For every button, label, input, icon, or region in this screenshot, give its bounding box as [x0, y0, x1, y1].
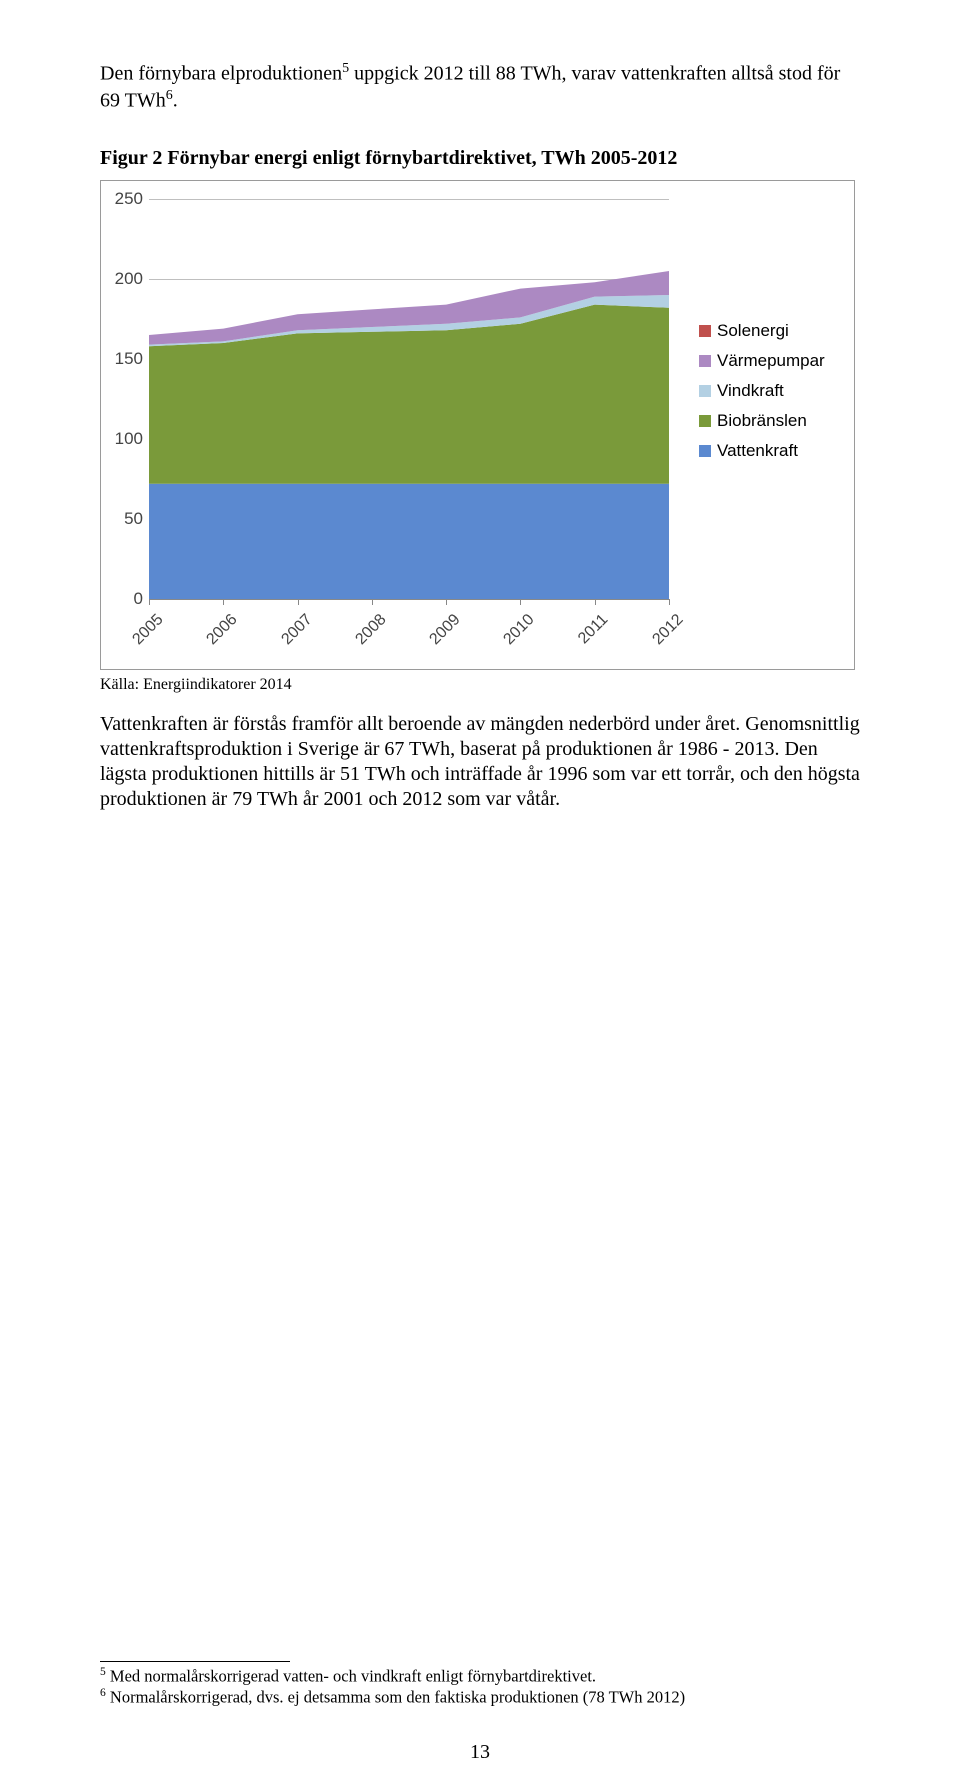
chart-source: Källa: Energiindikatorer 2014	[100, 676, 860, 694]
area-vattenkraft	[149, 484, 669, 599]
legend-label: Biobränslen	[717, 411, 807, 431]
area-chart: 0 50 100 150 200 250 2005 2006 2007 2008 2009 2010 2…	[100, 180, 855, 670]
x-axis-label: 2011	[575, 611, 612, 648]
figure-title: Figur 2 Förnybar energi enligt förnybart…	[100, 147, 860, 170]
y-axis-label: 0	[111, 589, 143, 609]
legend-item: Solenergi	[699, 321, 825, 341]
legend-item: Vattenkraft	[699, 441, 825, 461]
footnote-6: 6 Normalårskorrigerad, dvs. ej detsamma …	[100, 1687, 860, 1707]
legend-item: Biobränslen	[699, 411, 825, 431]
page-number: 13	[0, 1741, 960, 1764]
x-axis-label: 2012	[649, 611, 687, 649]
para1-c: .	[173, 89, 178, 111]
legend-swatch	[699, 355, 711, 367]
footnotes: 5 Med normalårskorrigerad vatten- och vi…	[100, 1666, 860, 1707]
legend-swatch	[699, 385, 711, 397]
y-axis-label: 200	[111, 269, 143, 289]
body-paragraph: Vattenkraften är förstås framför allt be…	[100, 712, 860, 812]
y-axis-label: 250	[111, 189, 143, 209]
x-axis-label: 2008	[352, 611, 390, 649]
legend-label: Vindkraft	[717, 381, 784, 401]
footref-6: 6	[166, 88, 173, 103]
y-axis-label: 50	[111, 509, 143, 529]
para1-a: Den förnybara elproduktionen	[100, 63, 342, 85]
x-axis-label: 2009	[427, 611, 465, 649]
x-axis-label: 2006	[204, 611, 242, 649]
x-axis-label: 2010	[501, 611, 539, 649]
x-axis-label: 2007	[278, 611, 316, 649]
legend-label: Vattenkraft	[717, 441, 798, 461]
legend-swatch	[699, 325, 711, 337]
legend-swatch	[699, 445, 711, 457]
legend-label: Värmepumpar	[717, 351, 825, 371]
plot-area	[149, 199, 669, 600]
legend-item: Värmepumpar	[699, 351, 825, 371]
legend-swatch	[699, 415, 711, 427]
intro-paragraph: Den förnybara elproduktionen5 uppgick 20…	[100, 60, 860, 113]
footnote-5: 5 Med normalårskorrigerad vatten- och vi…	[100, 1666, 860, 1686]
footnote-separator	[100, 1661, 290, 1662]
y-axis-label: 150	[111, 349, 143, 369]
chart-legend: Solenergi Värmepumpar Vindkraft Biobränslen…	[699, 321, 825, 471]
legend-item: Vindkraft	[699, 381, 825, 401]
x-axis-label: 2005	[129, 611, 167, 649]
y-axis-label: 100	[111, 429, 143, 449]
legend-label: Solenergi	[717, 321, 789, 341]
